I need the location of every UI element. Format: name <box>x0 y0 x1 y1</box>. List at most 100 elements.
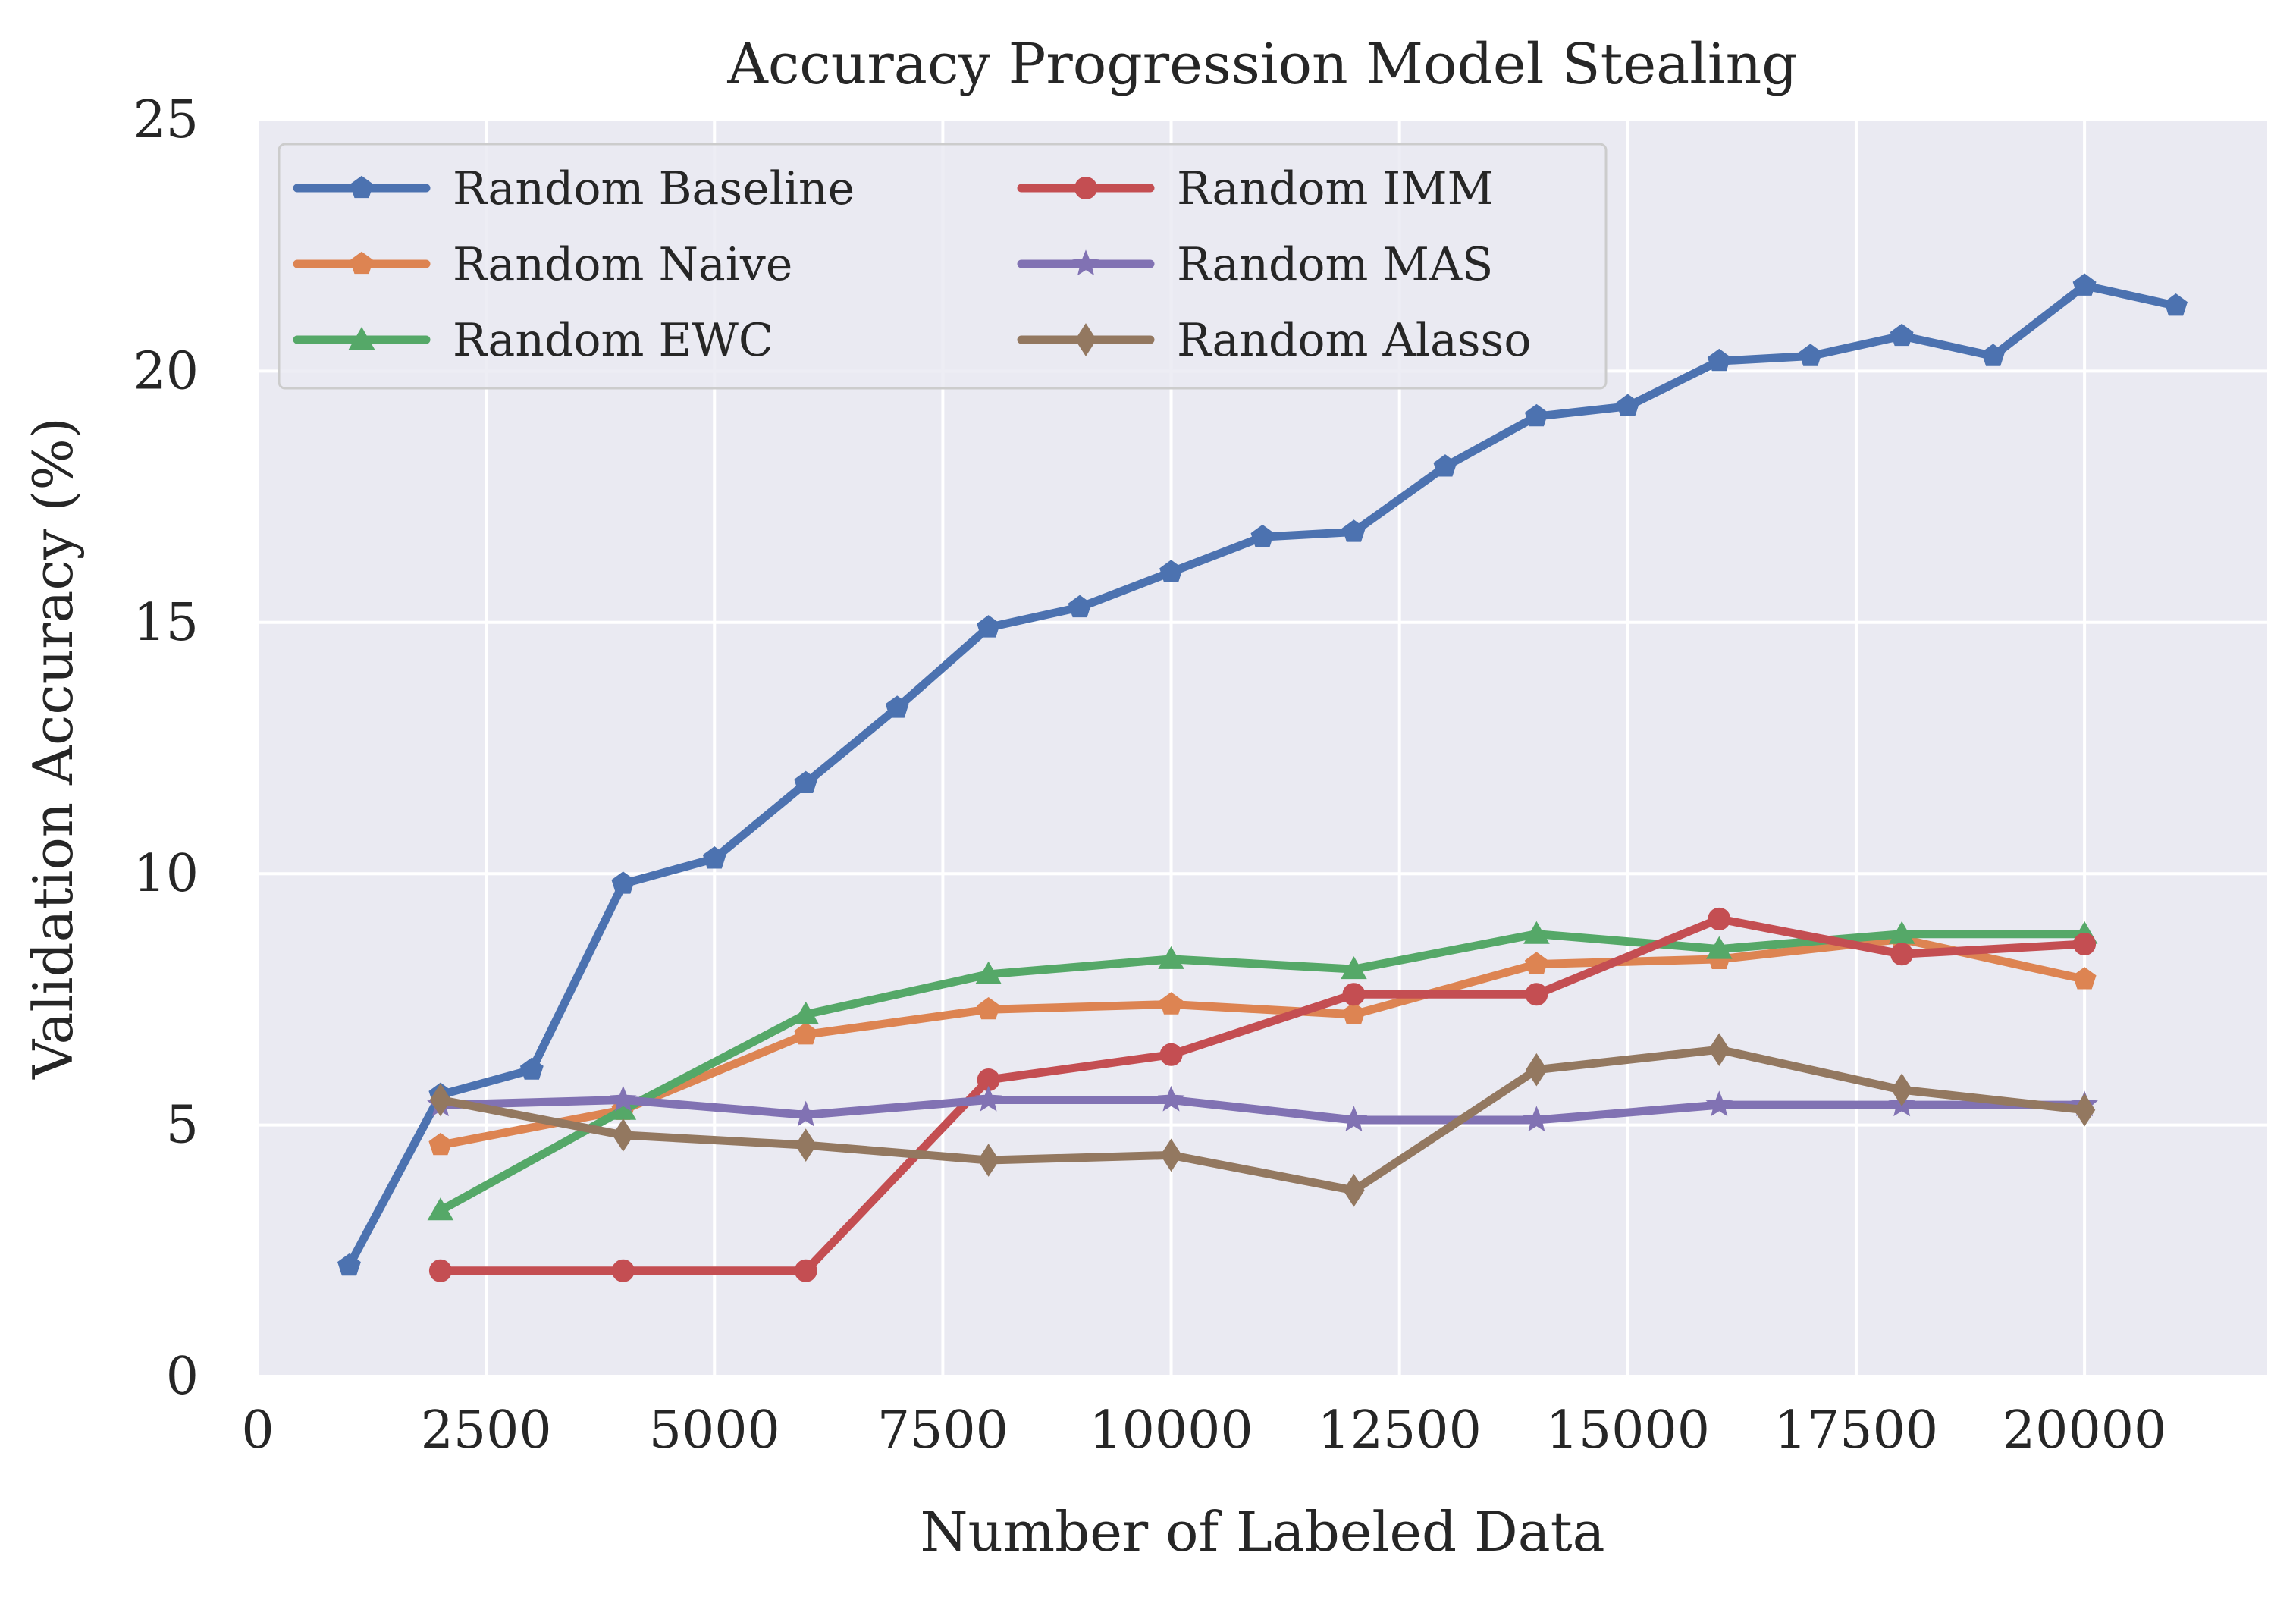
data-point-random-baseline <box>977 615 1001 638</box>
legend-entry: Random EWC <box>293 314 773 367</box>
x-tick-label: 20000 <box>2003 1401 2166 1460</box>
series-line-random-ewc <box>436 930 2089 1215</box>
data-point-random-naive <box>1342 1002 1366 1024</box>
data-point-random-imm <box>611 1259 635 1282</box>
data-point-random-baseline <box>2164 293 2188 316</box>
data-point-random-alasso <box>2073 1093 2096 1127</box>
data-point-random-baseline <box>2072 273 2097 296</box>
series-line-random-mas <box>436 1096 2089 1125</box>
data-point-random-baseline <box>1342 519 1366 542</box>
legend-box <box>278 143 1608 390</box>
data-point-random-imm <box>1159 1043 1183 1066</box>
legend-entry: Random Naive <box>293 238 792 291</box>
data-point-random-ewc <box>792 1001 820 1024</box>
legend-label: Random Naive <box>453 238 792 291</box>
legend-label: Random IMM <box>1177 162 1494 215</box>
x-tick-label: 0 <box>241 1401 274 1460</box>
legend-entry: Random MAS <box>1017 238 1493 291</box>
x-tick-label: 17500 <box>1774 1401 1938 1460</box>
data-point-random-baseline <box>1707 348 1731 372</box>
data-point-random-alasso <box>1343 1173 1365 1207</box>
data-point-random-mas <box>1340 1106 1368 1132</box>
data-point-random-ewc <box>1158 946 1184 969</box>
legend-marker <box>1072 249 1099 276</box>
data-point-random-alasso <box>795 1128 817 1162</box>
y-tick-label: 10 <box>133 844 199 904</box>
legend: Random Baseline Random Naive Random EWC Ran… <box>278 143 1608 390</box>
x-tick-label: 7500 <box>877 1401 1008 1460</box>
legend-entry: Random Baseline <box>293 162 855 215</box>
data-point-random-alasso <box>429 1083 452 1117</box>
data-point-random-ewc <box>1705 936 1733 959</box>
data-point-random-alasso <box>1160 1138 1182 1172</box>
series-line-random-alasso <box>436 1045 2089 1195</box>
data-point-random-naive <box>428 1132 453 1156</box>
legend-marker <box>1074 177 1097 199</box>
data-point-random-naive <box>2072 967 2097 990</box>
data-point-random-imm <box>1708 907 1731 930</box>
data-point-random-ewc <box>427 1197 454 1221</box>
data-point-random-baseline <box>1890 323 1914 347</box>
data-point-random-alasso <box>1526 1053 1548 1087</box>
data-point-random-baseline <box>1799 344 1823 366</box>
legend-label: Random Alasso <box>1177 314 1531 367</box>
data-point-random-naive <box>1159 992 1183 1015</box>
data-point-random-baseline <box>1433 454 1457 477</box>
x-tick-label: 12500 <box>1318 1401 1482 1460</box>
data-point-random-baseline <box>1616 394 1640 416</box>
x-tick-label: 10000 <box>1089 1401 1253 1460</box>
series-random-imm <box>428 907 2097 1282</box>
x-axis-label: Number of Labeled Data <box>920 1500 1604 1564</box>
data-point-random-mas <box>1705 1090 1733 1117</box>
legend-entry: Random Alasso <box>1017 314 1531 367</box>
y-tick-label: 20 <box>133 341 199 401</box>
series-line-random-naive <box>436 934 2089 1150</box>
legend-label: Random Baseline <box>453 162 855 215</box>
data-point-random-naive <box>794 1022 818 1045</box>
data-point-random-baseline <box>1981 344 2006 366</box>
y-tick-label: 25 <box>133 90 199 150</box>
legend-marker <box>348 327 375 350</box>
data-point-random-ewc <box>975 961 1002 984</box>
data-point-random-mas <box>1523 1106 1551 1132</box>
data-point-random-alasso <box>612 1118 635 1152</box>
legend-marker <box>1074 323 1097 356</box>
data-point-random-imm <box>1890 943 1914 966</box>
x-tick-label: 15000 <box>1546 1401 1710 1460</box>
data-point-random-baseline <box>1159 560 1183 582</box>
data-point-random-imm <box>1342 983 1366 1006</box>
data-point-random-mas <box>1157 1085 1185 1112</box>
data-point-random-imm <box>794 1259 817 1282</box>
series-line-random-imm <box>436 915 2089 1275</box>
tick-labels: 0 2500 5000 7500 10000 12500 15000 17500 20000 0 5… <box>133 90 2166 1460</box>
series-random-mas <box>427 1085 2098 1132</box>
data-point-random-mas <box>792 1100 820 1127</box>
y-tick-label: 0 <box>166 1347 199 1407</box>
data-point-random-mas <box>974 1085 1002 1112</box>
data-point-random-imm <box>428 1259 452 1282</box>
data-point-random-baseline <box>885 695 909 718</box>
legend-entry: Random IMM <box>1017 162 1494 215</box>
data-point-random-baseline <box>1250 524 1275 547</box>
x-tick-label: 2500 <box>421 1401 552 1460</box>
data-point-random-naive <box>977 996 1001 1020</box>
series-random-alasso <box>429 1033 2096 1207</box>
y-axis-label: Validation Accuracy (%) <box>21 417 85 1080</box>
data-point-random-imm <box>1525 983 1548 1006</box>
series-layer <box>337 273 2188 1282</box>
legend-marker <box>350 251 374 275</box>
data-point-random-baseline <box>1524 403 1548 427</box>
legend-label: Random MAS <box>1177 238 1493 291</box>
data-point-random-alasso <box>1708 1033 1730 1067</box>
data-point-random-mas <box>610 1085 637 1112</box>
data-point-random-ewc <box>1341 956 1367 980</box>
data-point-random-baseline <box>519 1057 544 1080</box>
data-point-random-naive <box>1524 952 1548 974</box>
data-point-random-baseline <box>1068 595 1092 618</box>
data-point-random-baseline <box>337 1253 361 1276</box>
legend-marker <box>350 175 374 199</box>
legend-label: Random EWC <box>453 314 773 367</box>
data-point-random-baseline <box>794 770 818 793</box>
x-tick-label: 5000 <box>649 1401 780 1460</box>
